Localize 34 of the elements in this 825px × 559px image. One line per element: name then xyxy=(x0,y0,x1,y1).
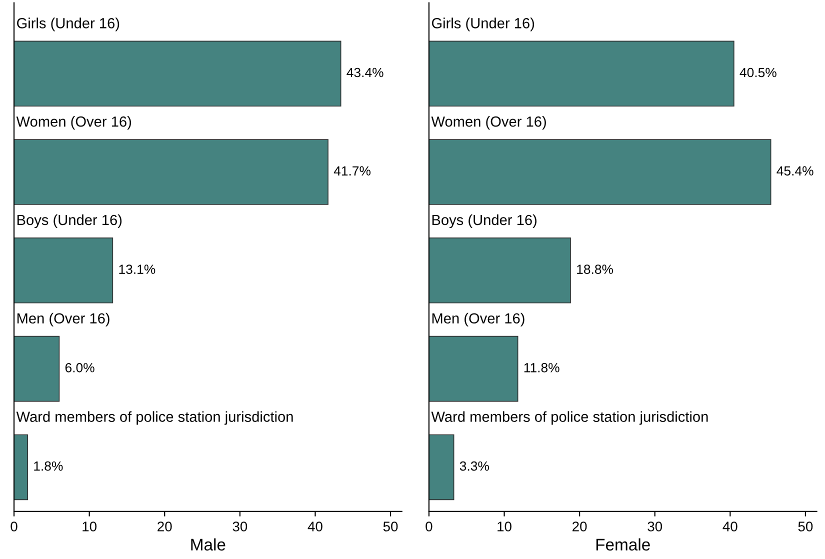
y-tick-label: Girls (Under 16) xyxy=(17,18,120,32)
x-tick-label: 30 xyxy=(232,522,248,532)
x-tick-label: 30 xyxy=(648,522,662,532)
y-tick-label: Girls (Under 16) xyxy=(432,18,534,32)
x-tick-label: 50 xyxy=(383,522,398,532)
data-label: 11.8% xyxy=(524,363,560,372)
x-tick-label: 10 xyxy=(498,522,512,532)
data-label: 40.5% xyxy=(740,68,776,78)
y-tick-label: Ward members of police station jurisdiction xyxy=(16,411,293,425)
y-tick-label: Women (Over 16) xyxy=(431,116,546,130)
x-tick-label: 40 xyxy=(722,522,738,532)
y-tick-label: Men (Over 16) xyxy=(17,312,110,326)
data-label: 3.3% xyxy=(460,461,489,471)
y-tick-label: Boys (Under 16) xyxy=(432,214,536,228)
data-label: 41.7% xyxy=(334,166,371,176)
y-tick-label: Boys (Under 16) xyxy=(17,214,122,228)
data-label: 45.4% xyxy=(776,166,814,176)
x-tick-label: 20 xyxy=(572,522,587,532)
data-label: 18.8% xyxy=(577,264,614,274)
x-axis-title: Female xyxy=(596,538,650,551)
x-axis-title: Male xyxy=(191,538,226,551)
y-tick-label: Men (Over 16) xyxy=(432,312,524,326)
x-tick-label: 0 xyxy=(426,522,432,532)
x-tick-label: 40 xyxy=(308,522,322,532)
data-label: 43.4% xyxy=(346,68,384,78)
y-tick-label: Ward members of police station jurisdiction xyxy=(431,411,708,425)
data-label: 13.1% xyxy=(119,264,156,274)
x-tick-label: 20 xyxy=(158,522,172,532)
data-label: 6.0% xyxy=(65,363,94,372)
y-tick-label: Women (Over 16) xyxy=(16,116,132,130)
x-tick-label: 50 xyxy=(798,522,813,532)
x-tick-label: 10 xyxy=(82,522,97,532)
x-tick-label: 0 xyxy=(10,522,18,532)
data-label: 1.8% xyxy=(34,461,63,471)
